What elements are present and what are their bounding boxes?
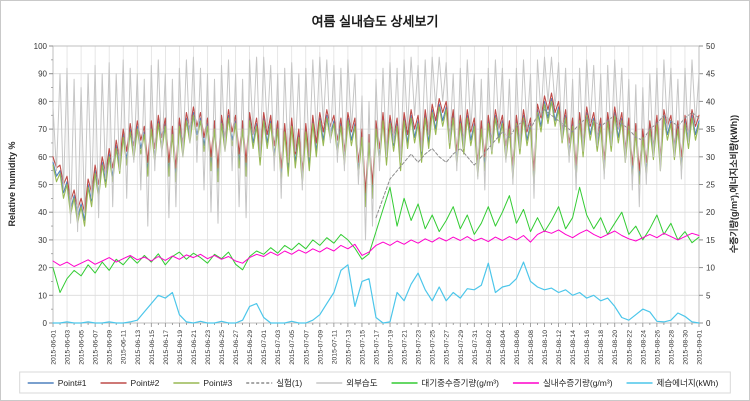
svg-text:2015-08-08: 2015-08-08 [528, 330, 535, 365]
legend-label: Point#2 [131, 378, 160, 388]
legend-item: 제습에너지(kWh) [626, 378, 719, 388]
svg-text:2015-08-28: 2015-08-28 [668, 330, 675, 365]
svg-text:2015-06-21: 2015-06-21 [191, 330, 198, 365]
svg-text:2015-07-13: 2015-07-13 [345, 330, 352, 365]
svg-text:2015-06-27: 2015-06-27 [233, 330, 240, 365]
svg-text:2015-06-11: 2015-06-11 [121, 330, 128, 364]
svg-text:2015-08-12: 2015-08-12 [556, 330, 563, 365]
svg-text:2015-07-25: 2015-07-25 [430, 330, 437, 365]
chart-title: 여름 실내습도 상세보기 [312, 14, 439, 29]
legend-item: Point#3 [173, 378, 232, 388]
series-line-Point#3 [52, 100, 700, 227]
legend-item: 실험(1) [246, 378, 302, 388]
legend-label: 대기중수증기량(g/m³) [422, 378, 500, 388]
svg-text:0: 0 [43, 319, 48, 328]
legend-label: 제습에너지(kWh) [657, 378, 719, 388]
svg-text:2015-07-05: 2015-07-05 [289, 330, 296, 365]
legend-item: Point#1 [27, 378, 87, 388]
svg-text:2015-08-26: 2015-08-26 [654, 330, 661, 365]
svg-text:2015-06-01: 2015-06-01 [51, 330, 58, 365]
svg-text:2015-07-23: 2015-07-23 [416, 330, 423, 365]
svg-text:0: 0 [706, 319, 711, 328]
svg-text:80: 80 [38, 97, 47, 106]
svg-text:2015-07-21: 2015-07-21 [402, 330, 409, 365]
svg-text:20: 20 [706, 208, 715, 217]
svg-text:2015-08-02: 2015-08-02 [486, 330, 493, 365]
svg-text:50: 50 [706, 42, 715, 51]
svg-text:2015-06-23: 2015-06-23 [205, 330, 212, 365]
svg-text:2015-06-09: 2015-06-09 [107, 330, 114, 365]
svg-text:2015-06-05: 2015-06-05 [79, 330, 86, 365]
left-axis-title: Relative humidity % [7, 141, 17, 226]
svg-text:2015-08-10: 2015-08-10 [542, 330, 549, 365]
series-line-제습에너지(kWh) [52, 261, 700, 324]
svg-text:2015-07-19: 2015-07-19 [388, 330, 395, 365]
svg-text:2015-07-03: 2015-07-03 [275, 330, 282, 365]
svg-text:20: 20 [38, 264, 47, 273]
legend-item: 대기중수증기량(g/m³) [391, 378, 500, 388]
svg-text:2015-06-29: 2015-06-29 [247, 330, 254, 365]
svg-text:2015-07-15: 2015-07-15 [359, 330, 366, 365]
svg-text:2015-08-20: 2015-08-20 [612, 330, 619, 365]
legend-label: Point#3 [203, 378, 232, 388]
svg-text:2015-07-11: 2015-07-11 [331, 330, 338, 364]
svg-text:2015-06-13: 2015-06-13 [135, 330, 142, 365]
svg-text:2015-07-29: 2015-07-29 [458, 330, 465, 365]
svg-text:2015-08-30: 2015-08-30 [682, 330, 689, 365]
svg-text:60: 60 [38, 153, 47, 162]
svg-text:2015-07-09: 2015-07-09 [317, 330, 324, 365]
svg-text:30: 30 [38, 236, 47, 245]
svg-text:25: 25 [706, 181, 715, 190]
svg-text:2015-09-01: 2015-09-01 [697, 330, 704, 365]
legend-item: 실내수증기량(g/m³) [512, 378, 613, 388]
svg-text:2015-08-04: 2015-08-04 [500, 330, 507, 365]
plot-area: 0 10 20 30 40 50 60 70 80 90 100 0 5 10 15 20 25 30 35 40 45… [34, 42, 716, 365]
svg-text:2015-06-19: 2015-06-19 [177, 330, 184, 365]
legend-label: 실험(1) [276, 378, 302, 388]
svg-text:2015-07-01: 2015-07-01 [261, 330, 268, 365]
svg-text:15: 15 [706, 236, 715, 245]
legend-label: 실내수증기량(g/m³) [543, 378, 613, 388]
svg-text:2015-08-22: 2015-08-22 [626, 330, 633, 365]
svg-text:2015-08-14: 2015-08-14 [570, 330, 577, 365]
svg-text:90: 90 [38, 70, 47, 79]
svg-text:100: 100 [34, 42, 48, 51]
svg-text:5: 5 [706, 291, 711, 300]
svg-text:30: 30 [706, 153, 715, 162]
svg-text:2015-06-03: 2015-06-03 [65, 330, 72, 365]
svg-text:2015-06-07: 2015-06-07 [93, 330, 100, 365]
legend: Point#1 Point#2 Point#3 실험(1) 외부습도 대기중수증기량(g/… [19, 371, 731, 394]
series-line-외부습도 [52, 56, 700, 241]
series-line-실내수증기량(g/m³) [52, 229, 700, 267]
svg-text:2015-06-17: 2015-06-17 [163, 330, 170, 365]
svg-text:2015-07-31: 2015-07-31 [472, 330, 479, 365]
svg-text:2015-08-18: 2015-08-18 [598, 330, 605, 365]
right-axis-title: 수증기량(g/m³),에너지소비량(kWh)) [728, 115, 739, 253]
svg-text:40: 40 [706, 97, 715, 106]
svg-text:2015-07-07: 2015-07-07 [303, 330, 310, 365]
svg-text:45: 45 [706, 70, 715, 79]
svg-text:2015-08-24: 2015-08-24 [640, 330, 647, 365]
svg-text:2015-07-27: 2015-07-27 [444, 330, 451, 365]
svg-text:50: 50 [38, 181, 47, 190]
svg-text:10: 10 [38, 291, 47, 300]
svg-text:40: 40 [38, 208, 47, 217]
svg-text:2015-07-17: 2015-07-17 [374, 330, 381, 365]
legend-label: 외부습도 [346, 378, 377, 388]
svg-text:2015-06-15: 2015-06-15 [149, 330, 156, 365]
svg-text:35: 35 [706, 125, 715, 134]
svg-text:10: 10 [706, 264, 715, 273]
legend-label: Point#1 [58, 378, 87, 388]
legend-item: 외부습도 [316, 378, 378, 388]
svg-text:70: 70 [38, 125, 47, 134]
svg-text:2015-08-06: 2015-08-06 [514, 330, 521, 365]
series-line-실험(1) [375, 109, 700, 219]
legend-item: Point#2 [100, 378, 160, 388]
svg-text:2015-08-16: 2015-08-16 [584, 330, 591, 365]
svg-text:2015-06-25: 2015-06-25 [219, 330, 226, 365]
